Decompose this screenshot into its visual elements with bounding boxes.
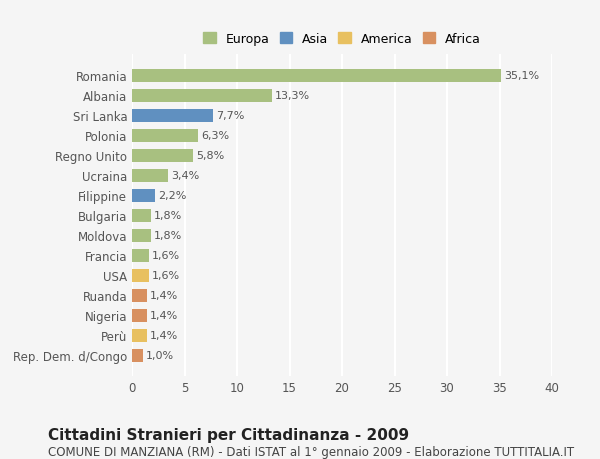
Bar bbox=[132, 189, 155, 202]
Bar bbox=[132, 229, 151, 242]
Bar bbox=[132, 289, 146, 302]
Text: COMUNE DI MANZIANA (RM) - Dati ISTAT al 1° gennaio 2009 - Elaborazione TUTTITALI: COMUNE DI MANZIANA (RM) - Dati ISTAT al … bbox=[48, 445, 574, 458]
Text: 6,3%: 6,3% bbox=[202, 131, 229, 141]
Bar bbox=[132, 169, 168, 182]
Bar bbox=[132, 249, 149, 262]
Text: 1,4%: 1,4% bbox=[150, 291, 178, 301]
Text: 1,6%: 1,6% bbox=[152, 251, 180, 261]
Text: 1,0%: 1,0% bbox=[146, 350, 174, 360]
Text: 1,4%: 1,4% bbox=[150, 330, 178, 340]
Bar bbox=[132, 150, 193, 162]
Bar bbox=[132, 129, 198, 142]
Legend: Europa, Asia, America, Africa: Europa, Asia, America, Africa bbox=[199, 29, 485, 50]
Text: 1,6%: 1,6% bbox=[152, 270, 180, 280]
Text: 1,8%: 1,8% bbox=[154, 211, 182, 221]
Bar bbox=[132, 269, 149, 282]
Bar bbox=[132, 209, 151, 222]
Text: 7,7%: 7,7% bbox=[216, 111, 244, 121]
Bar bbox=[132, 349, 143, 362]
Bar bbox=[132, 329, 146, 342]
Text: Cittadini Stranieri per Cittadinanza - 2009: Cittadini Stranieri per Cittadinanza - 2… bbox=[48, 427, 409, 442]
Bar bbox=[132, 110, 213, 123]
Bar bbox=[132, 309, 146, 322]
Text: 35,1%: 35,1% bbox=[504, 71, 539, 81]
Text: 3,4%: 3,4% bbox=[171, 171, 199, 181]
Text: 1,4%: 1,4% bbox=[150, 310, 178, 320]
Text: 5,8%: 5,8% bbox=[196, 151, 224, 161]
Text: 2,2%: 2,2% bbox=[158, 191, 187, 201]
Bar bbox=[132, 70, 500, 83]
Text: 1,8%: 1,8% bbox=[154, 231, 182, 241]
Text: 13,3%: 13,3% bbox=[275, 91, 310, 101]
Bar bbox=[132, 90, 272, 102]
